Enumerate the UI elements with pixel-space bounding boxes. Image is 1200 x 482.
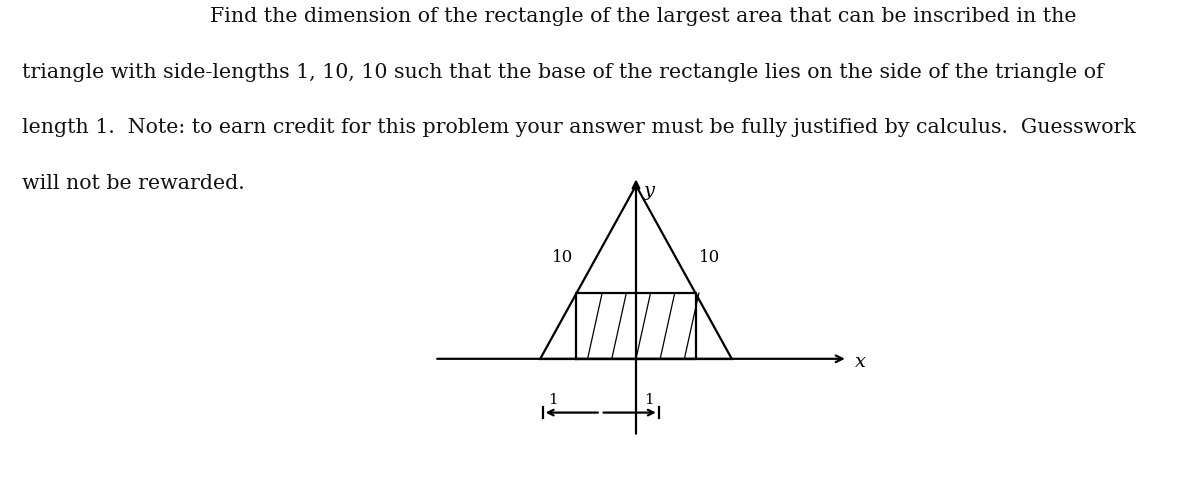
Text: triangle with side-lengths 1, 10, 10 such that the base of the rectangle lies on: triangle with side-lengths 1, 10, 10 suc… [22, 63, 1103, 81]
Text: x: x [856, 353, 866, 371]
Text: 10: 10 [552, 249, 574, 266]
Text: Find the dimension of the rectangle of the largest area that can be inscribed in: Find the dimension of the rectangle of t… [210, 7, 1076, 26]
Text: will not be rewarded.: will not be rewarded. [22, 174, 245, 192]
Text: 1: 1 [547, 393, 558, 407]
Text: length 1.  Note: to earn credit for this problem your answer must be fully justi: length 1. Note: to earn credit for this … [22, 118, 1135, 137]
Text: y: y [643, 183, 654, 201]
Text: 1: 1 [644, 393, 654, 407]
Text: 10: 10 [698, 249, 720, 266]
